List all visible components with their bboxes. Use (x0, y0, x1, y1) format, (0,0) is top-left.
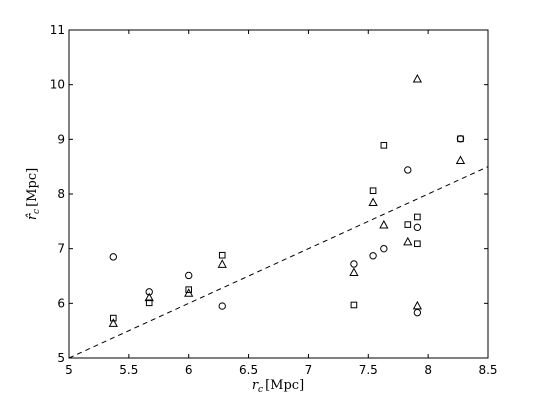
data-point-circle (380, 244, 388, 253)
reference-line (68, 166, 489, 359)
data-point-square (218, 251, 226, 259)
x-axis-title: rc [Mpc] (252, 378, 304, 395)
data-point-triangle (412, 300, 423, 310)
y-tick-label: 7 (57, 242, 65, 256)
data-point-circle (185, 271, 193, 280)
data-point-circle (218, 302, 226, 310)
data-point-circle (456, 135, 465, 143)
data-point-triangle (412, 73, 423, 83)
x-tick-label: 5.5 (119, 363, 138, 377)
y-tick-label: 6 (57, 296, 65, 310)
data-point-circle (350, 260, 358, 268)
x-tick-label: 8 (424, 363, 432, 377)
y-tick-label: 5 (57, 351, 65, 365)
data-point-square (350, 301, 358, 309)
x-tick-label: 8.5 (478, 363, 497, 377)
data-point-circle (413, 223, 422, 232)
data-point-triangle (144, 292, 154, 302)
data-point-triangle (379, 219, 389, 229)
data-point-circle (413, 308, 422, 317)
y-axis-title: r̂c[Mpc] (25, 168, 42, 220)
plot-frame (68, 29, 489, 359)
data-point-square (414, 240, 421, 248)
data-point-square (185, 286, 193, 293)
data-point-square (414, 213, 421, 221)
data-point-circle (145, 288, 153, 296)
plot-area (68, 73, 489, 359)
data-point-square (369, 187, 377, 195)
data-point-square (380, 142, 388, 149)
y-tick-label: 9 (57, 132, 65, 146)
data-point-square (457, 135, 464, 143)
x-tick-label: 7.5 (359, 363, 378, 377)
data-point-square (404, 221, 412, 228)
data-point-triangle (403, 236, 413, 246)
x-tick-label: 6.5 (239, 363, 258, 377)
axes: 5 5.5 6 6.5 7 7.5 8 8.5 5 6 7 8 9 10 11 (50, 23, 498, 377)
y-tick-label: 10 (50, 78, 65, 92)
y-tick-label: 11 (50, 23, 65, 37)
data-point-square (145, 299, 153, 307)
data-point-triangle (368, 197, 378, 207)
data-point-circle (109, 253, 117, 261)
data-point-triangle (184, 288, 194, 297)
data-point-triangle (455, 155, 466, 164)
data-point-triangle (217, 259, 227, 268)
data-point-circle (404, 166, 412, 174)
x-tick-label: 6 (185, 363, 193, 377)
x-tick-label: 7 (305, 363, 313, 377)
data-point-triangle (108, 318, 118, 327)
x-tick-label: 5 (65, 363, 73, 377)
data-point-circle (369, 252, 377, 260)
y-tick-label: 8 (57, 187, 65, 201)
data-point-square (109, 314, 117, 322)
data-point-triangle (349, 267, 359, 277)
